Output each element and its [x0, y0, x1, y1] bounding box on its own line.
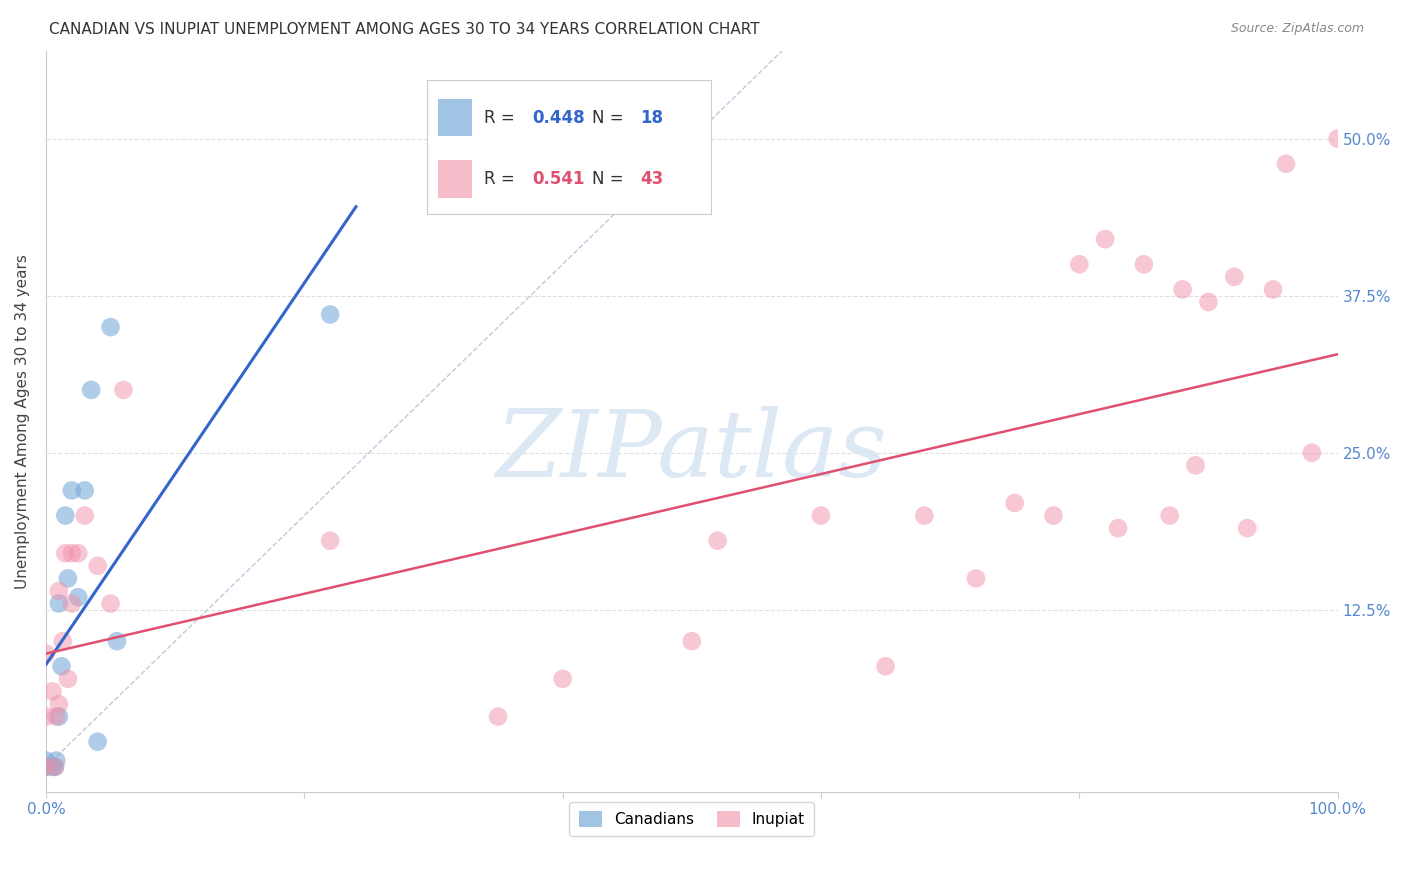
Point: [35, 760, 58, 774]
Point: [52, 634, 75, 648]
Y-axis label: Unemployment Among Ages 30 to 34 years: Unemployment Among Ages 30 to 34 years: [15, 254, 30, 589]
Legend: Canadians, Inupiat: Canadians, Inupiat: [569, 802, 814, 836]
Point: [319, 308, 342, 322]
Point: [80, 383, 103, 397]
Point: [1069, 257, 1091, 271]
Point: [1094, 232, 1116, 246]
Point: [67, 546, 90, 560]
Point: [48, 709, 70, 723]
Text: ZIPatlas: ZIPatlas: [496, 406, 887, 496]
Point: [48, 583, 70, 598]
Point: [319, 533, 342, 548]
Point: [112, 383, 135, 397]
Point: [1004, 496, 1026, 510]
Point: [73, 483, 96, 498]
Point: [1301, 446, 1323, 460]
Point: [45, 754, 67, 768]
Point: [48, 597, 70, 611]
Point: [1133, 257, 1156, 271]
Point: [51, 659, 73, 673]
Point: [1107, 521, 1129, 535]
Point: [810, 508, 832, 523]
Point: [35, 647, 58, 661]
Point: [875, 659, 897, 673]
Point: [56, 571, 79, 585]
Point: [45, 709, 67, 723]
Point: [48, 697, 70, 711]
Point: [1171, 282, 1194, 296]
Point: [60, 483, 83, 498]
Point: [53, 508, 76, 523]
Point: [1198, 295, 1220, 310]
Point: [53, 546, 76, 560]
Point: [1275, 157, 1298, 171]
Text: CANADIAN VS INUPIAT UNEMPLOYMENT AMONG AGES 30 TO 34 YEARS CORRELATION CHART: CANADIAN VS INUPIAT UNEMPLOYMENT AMONG A…: [49, 22, 759, 37]
Point: [1159, 508, 1181, 523]
Point: [1223, 269, 1246, 284]
Point: [965, 571, 987, 585]
Point: [73, 508, 96, 523]
Point: [1184, 458, 1206, 473]
Point: [1236, 521, 1258, 535]
Point: [100, 320, 122, 334]
Point: [44, 760, 66, 774]
Point: [35, 754, 58, 768]
Point: [1042, 508, 1064, 523]
Point: [35, 760, 58, 774]
Text: Source: ZipAtlas.com: Source: ZipAtlas.com: [1230, 22, 1364, 36]
Point: [41, 684, 63, 698]
Point: [1261, 282, 1284, 296]
Point: [681, 634, 703, 648]
Point: [912, 508, 935, 523]
Point: [44, 760, 66, 774]
Point: [56, 672, 79, 686]
Point: [41, 760, 63, 774]
Point: [105, 634, 128, 648]
Point: [551, 672, 574, 686]
Point: [706, 533, 728, 548]
Point: [86, 558, 108, 573]
Point: [35, 709, 58, 723]
Point: [86, 735, 108, 749]
Point: [1326, 131, 1348, 145]
Point: [60, 597, 83, 611]
Point: [60, 546, 83, 560]
Point: [486, 709, 509, 723]
Point: [100, 597, 122, 611]
Point: [67, 591, 90, 605]
